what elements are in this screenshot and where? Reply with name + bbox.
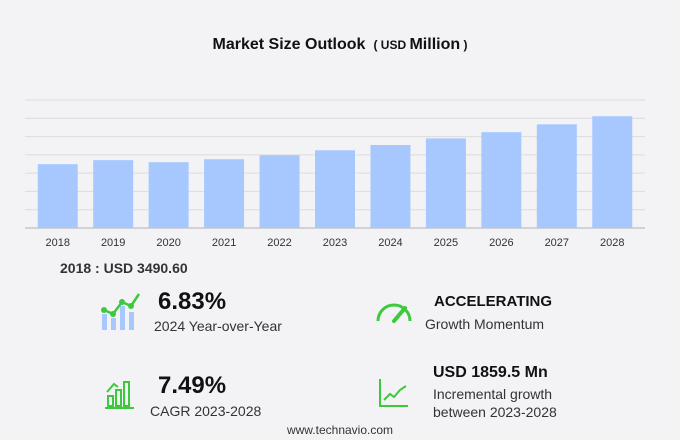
speedometer-icon [375,296,413,329]
cagr-label: CAGR 2023-2028 [150,403,262,419]
bar-2026 [481,132,522,228]
incremental-value: USD 1859.5 Mn [433,364,548,381]
x-tick-label: 2020 [156,237,180,249]
bar-2028 [592,116,633,228]
bar-2023 [315,150,355,228]
base-year-value: 2018 : USD 3490.60 [60,260,188,276]
chart-title: Market Size Outlook ( USD Million ) [0,36,680,54]
x-tick-label: 2026 [489,237,513,249]
yoy-value: 6.83% [158,288,227,315]
unit-prefix: USD [380,38,407,52]
title-unit: ( USD Million ) [373,36,468,53]
growth-chart-icon [378,378,410,413]
bar-2022 [259,155,300,228]
x-tick-label: 2021 [212,237,236,249]
cagr-value: 7.49% [158,372,227,399]
yoy-label: 2024 Year-over-Year [154,318,282,334]
bar-2019 [93,160,134,228]
title-text: Market Size Outlook [212,36,366,53]
x-tick-label: 2024 [378,237,402,249]
incremental-period: between 2023-2028 [433,404,557,420]
x-tick-label: 2027 [545,237,569,249]
bar-2021 [204,159,245,228]
bar-2018 [37,164,78,228]
cagr-icon [104,378,136,415]
bar-2025 [425,138,466,228]
footer-url: www.technavio.com [286,423,394,437]
x-tick-label: 2022 [267,237,291,249]
x-tick-label: 2023 [323,237,347,249]
bar-2024 [370,144,411,228]
momentum-value: ACCELERATING [434,293,553,310]
bar-chart: 2018 2019 2020 2021 2022 2023 2024 2025 2026 2027… [25,99,645,249]
momentum-label: Growth Momentum [425,316,545,332]
x-tick-label: 2025 [434,237,458,249]
x-tick-label: 2028 [600,237,624,249]
x-tick-label: 2019 [101,237,125,249]
bar-2020 [148,162,189,228]
yoy-icon [100,292,142,337]
incremental-label: Incremental growth [433,386,553,402]
x-tick-label: 2018 [45,237,69,249]
bar-2027 [536,124,577,228]
unit: Million [409,36,461,53]
